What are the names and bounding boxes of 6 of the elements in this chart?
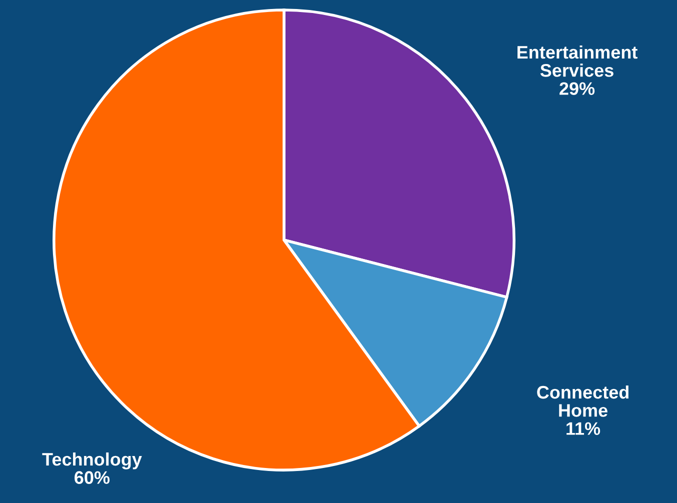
slice-label: Entertainment Services bbox=[518, 45, 638, 77]
data-label: 29% bbox=[560, 82, 595, 95]
data-label: 11% bbox=[566, 422, 600, 435]
slice-label: Connected Home bbox=[537, 385, 628, 417]
slice-label: Technology bbox=[42, 452, 142, 470]
data-label: 60% bbox=[74, 471, 110, 484]
